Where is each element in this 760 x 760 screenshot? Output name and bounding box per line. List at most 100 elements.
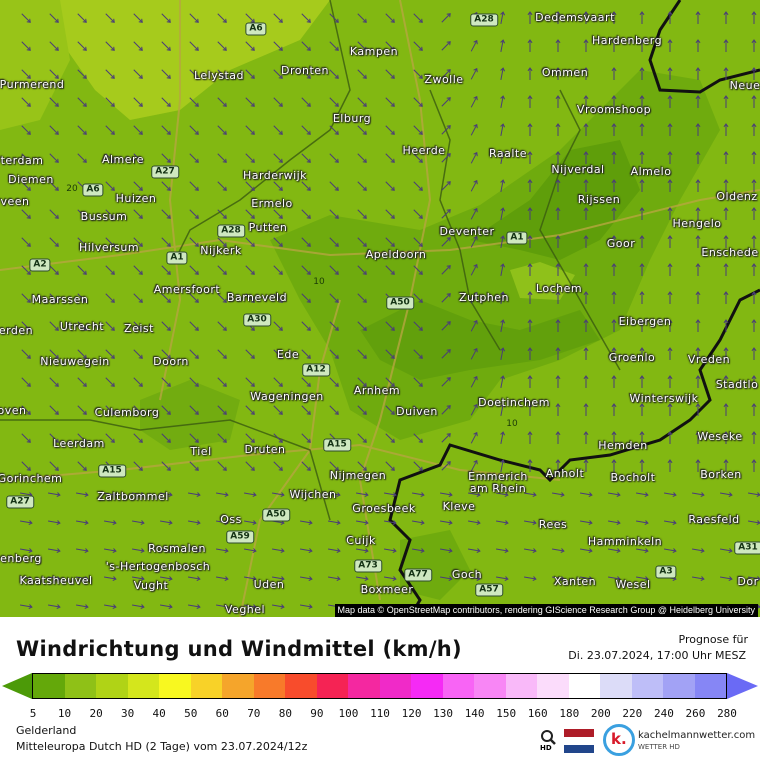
city-label: Nieuwegein [40, 355, 110, 368]
wind-arrow-icon [611, 207, 617, 220]
wind-arrow-icon [385, 321, 395, 331]
wind-arrow-icon [695, 459, 701, 472]
wind-arrow-icon [273, 237, 283, 247]
wind-arrow-icon [667, 291, 673, 304]
city-label: Purmerend [0, 78, 65, 91]
weather-map[interactable]: Dedemsvaart Hardenberg Kampen Lelystad Dront… [0, 0, 760, 617]
wind-arrow-icon [133, 349, 143, 359]
wind-arrow-icon [77, 405, 87, 415]
city-label: Ommen [541, 66, 589, 79]
wind-arrow-icon [695, 235, 701, 248]
wind-arrow-icon [470, 123, 478, 136]
wind-arrow-icon [500, 67, 506, 80]
wind-arrow-icon [552, 492, 565, 498]
wind-arrow-icon [245, 209, 255, 219]
wind-arrow-icon [49, 209, 59, 219]
city-label: veen [0, 195, 30, 208]
wind-arrow-icon [161, 433, 171, 443]
color-scale-cell [442, 674, 474, 698]
wind-arrow-icon [695, 207, 701, 220]
wind-arrow-icon [470, 207, 478, 220]
color-scale-cell [159, 674, 191, 698]
wind-arrow-icon [723, 319, 729, 332]
wind-arrow-icon [77, 125, 87, 135]
wind-arrow-icon [132, 576, 145, 582]
wind-arrow-icon [77, 237, 87, 247]
wind-arrow-icon [470, 459, 478, 472]
wind-arrow-icon [555, 39, 561, 52]
wind-arrow-icon [441, 97, 451, 107]
wind-arrow-icon [667, 151, 673, 164]
wind-arrow-icon [21, 153, 31, 163]
wind-arrow-icon [555, 347, 561, 360]
wind-arrow-icon [217, 209, 227, 219]
scale-tick-label: 70 [247, 707, 261, 720]
road-shield: A59 [226, 530, 254, 544]
wind-arrow-icon [751, 39, 757, 52]
scale-tick-label: 40 [152, 707, 166, 720]
wind-arrow-icon [527, 235, 533, 248]
kachelmann-logo[interactable]: k. [603, 724, 635, 756]
scale-tick-label: 220 [622, 707, 643, 720]
wind-arrow-icon [441, 265, 451, 275]
city-label: Tiel [190, 445, 212, 458]
wind-arrow-icon [723, 179, 729, 192]
wind-arrow-icon [751, 11, 757, 24]
hd-zoom-button[interactable]: HD [539, 729, 557, 753]
wind-arrow-icon [49, 405, 59, 415]
city-label: Vroomshoop [576, 103, 652, 116]
wind-arrow-icon [555, 123, 561, 136]
wind-arrow-icon [21, 433, 31, 443]
wind-arrow-icon [216, 604, 229, 610]
wind-arrow-icon [329, 125, 339, 135]
scale-tick-label: 30 [121, 707, 135, 720]
wind-arrow-icon [133, 321, 143, 331]
wind-arrow-icon [189, 405, 199, 415]
wind-arrow-icon [412, 492, 425, 498]
wind-arrow-icon [217, 97, 227, 107]
wind-arrow-icon [21, 97, 31, 107]
wind-arrow-icon [667, 403, 673, 416]
wind-arrow-icon [500, 11, 506, 24]
wind-arrow-icon [104, 520, 117, 526]
city-label: Winterswijk [629, 392, 699, 405]
wind-arrow-icon [105, 433, 115, 443]
wind-arrow-icon [667, 39, 673, 52]
wind-arrow-icon [245, 377, 255, 387]
scale-tick-label: 150 [496, 707, 517, 720]
wind-arrow-icon [583, 123, 589, 136]
netherlands-flag-icon[interactable] [564, 729, 594, 753]
wind-arrow-icon [329, 349, 339, 359]
wind-arrow-icon [300, 576, 313, 582]
wind-arrow-icon [583, 67, 589, 80]
wind-arrow-icon [527, 459, 533, 472]
map-attribution[interactable]: Map data © OpenStreetMap contributors, r… [334, 604, 758, 617]
wind-arrow-icon [301, 293, 311, 303]
wind-arrow-icon [21, 13, 31, 23]
wind-arrow-icon [273, 41, 283, 51]
wind-arrow-icon [500, 375, 506, 388]
wind-arrow-icon [189, 265, 199, 275]
wind-arrow-icon [49, 237, 59, 247]
isoline-label: 10 [313, 277, 325, 287]
wind-arrow-icon [301, 209, 311, 219]
wind-arrow-icon [161, 293, 171, 303]
wind-arrow-icon [470, 263, 478, 276]
wind-arrow-icon [356, 548, 369, 554]
city-label: Kaatsheuvel [19, 574, 93, 587]
wind-arrow-icon [21, 181, 31, 191]
wind-arrow-icon [328, 520, 341, 526]
scale-tick-label: 140 [464, 707, 485, 720]
city-label: Amersfoort [153, 283, 221, 296]
wind-arrow-icon [104, 604, 117, 610]
wind-arrow-icon [189, 125, 199, 135]
wind-arrow-icon [695, 179, 701, 192]
wind-arrow-icon [583, 39, 589, 52]
city-label: Xanten [553, 575, 597, 588]
legend-panel: Windrichtung und Windmittel (km/h) Progn… [0, 617, 760, 760]
wind-arrow-icon [245, 41, 255, 51]
scale-tick-label: 5 [29, 707, 37, 720]
wind-arrow-icon [161, 377, 171, 387]
wind-arrow-icon [217, 405, 227, 415]
wind-arrow-icon [413, 349, 423, 359]
